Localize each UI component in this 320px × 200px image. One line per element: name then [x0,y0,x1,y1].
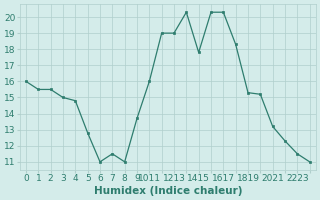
X-axis label: Humidex (Indice chaleur): Humidex (Indice chaleur) [93,186,242,196]
